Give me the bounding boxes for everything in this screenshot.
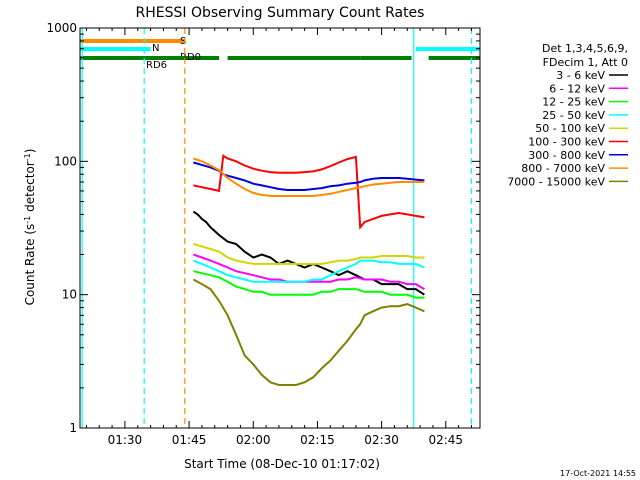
footer-timestamp: 17-Oct-2021 14:55: [560, 469, 636, 478]
series-layer: [192, 154, 425, 386]
legend-label: 3 - 6 keV: [556, 69, 605, 82]
flag-label-n: N: [152, 43, 159, 54]
x-tick-label: 01:30: [108, 433, 143, 447]
y-axis-label-sup2: -1: [23, 153, 32, 161]
series-line-50-100keV: [193, 243, 425, 265]
y-tick-label: 1000: [46, 21, 77, 35]
legend-label: 50 - 100 keV: [535, 122, 605, 135]
series-line-800-7000keV: [193, 157, 425, 197]
flag-label-rd6: RD6: [146, 60, 167, 71]
flag-label-s: S: [180, 36, 186, 47]
legend-label: 100 - 300 keV: [528, 136, 605, 149]
series-line-6-12keV: [193, 253, 425, 290]
y-axis-label-mid: detector: [23, 161, 37, 216]
legend-label: 7000 - 15000 keV: [507, 175, 605, 188]
instrument-flags: S N RD0 RD6: [80, 36, 480, 71]
series-line-300-800keV: [193, 161, 425, 191]
legend-header-1: Det 1,3,4,5,6,9,: [542, 42, 628, 55]
event-lines: [81, 28, 473, 428]
legend-label: 800 - 7000 keV: [521, 162, 605, 175]
x-tick-label: 01:45: [172, 433, 207, 447]
y-tick-label: 10: [62, 288, 77, 302]
chart-title: RHESSI Observing Summary Count Rates: [136, 5, 425, 21]
y-tick-label: 1: [69, 421, 77, 435]
y-axis-label-main: Count Rate (s: [23, 224, 37, 306]
y-axis-label-sup1: -1: [23, 216, 32, 224]
x-tick-label: 02:45: [428, 433, 463, 447]
legend-label: 300 - 800 keV: [528, 149, 605, 162]
y-axis-label: Count Rate (s-1 detector-1): [23, 149, 37, 306]
plot-frame: [79, 27, 481, 429]
legend-label: 6 - 12 keV: [549, 82, 605, 95]
flag-label-rd0: RD0: [180, 52, 201, 63]
x-tick-label: 02:30: [364, 433, 399, 447]
legend-header-2: FDecim 1, Att 0: [543, 56, 628, 69]
x-tick-label: 02:00: [236, 433, 271, 447]
y-tick-label: 100: [54, 154, 77, 168]
legend: Det 1,3,4,5,6,9, FDecim 1, Att 0 3 - 6 k…: [507, 42, 628, 188]
legend-label: 25 - 50 keV: [542, 109, 605, 122]
x-tick-label: 02:15: [300, 433, 335, 447]
series-line-12-25keV: [193, 270, 425, 299]
series-line-25-50keV: [193, 259, 425, 283]
x-axis-label: Start Time (08-Dec-10 01:17:02): [184, 457, 380, 471]
series-line-100-300keV: [193, 154, 425, 230]
axis-ticks: 01:30 01:45 02:00 02:15 02:30 02:45 1 10 100 1000: [46, 21, 480, 447]
series-line-7000-15000keV: [192, 278, 425, 386]
legend-label: 12 - 25 keV: [542, 96, 605, 109]
y-axis-label-end: ): [23, 149, 37, 154]
